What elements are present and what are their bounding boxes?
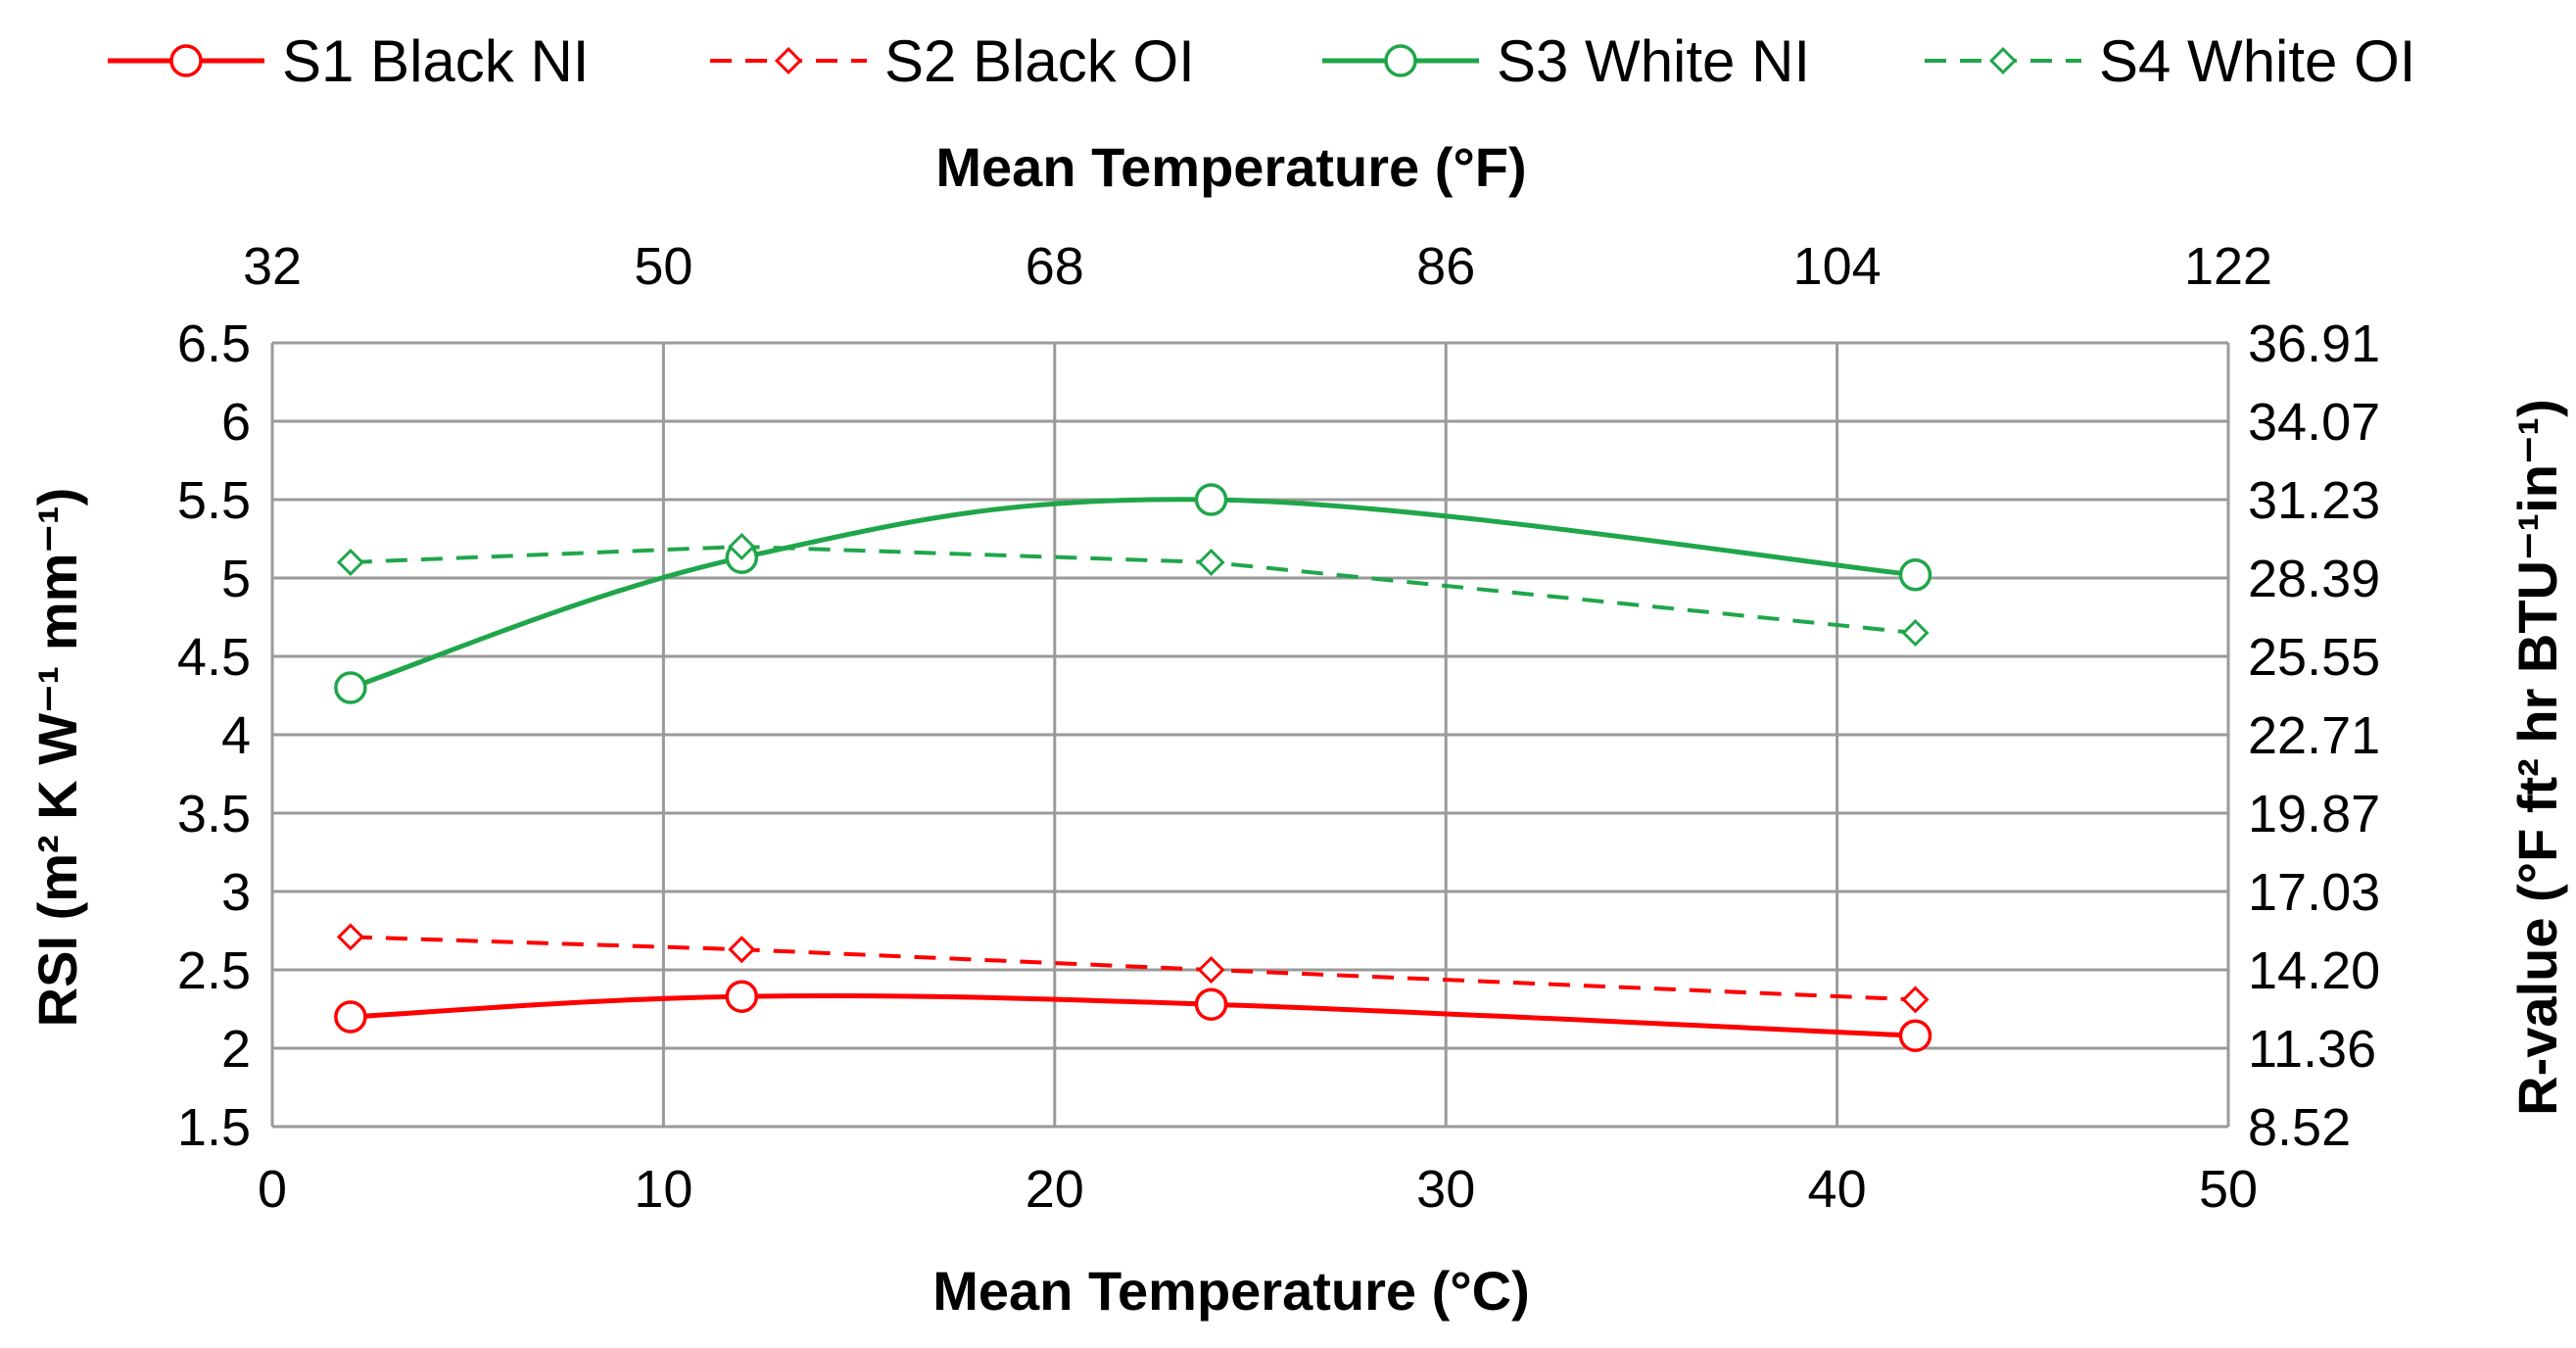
- y-tick-label: 4: [221, 706, 251, 765]
- series-s3-white-ni: [334, 483, 1932, 704]
- y-tick-label: 2.5: [177, 941, 251, 1000]
- y2-tick-label: 28.39: [2248, 550, 2380, 608]
- y-tick-label: 2: [221, 1020, 251, 1079]
- x-axis-title: Mean Temperature (°C): [932, 1260, 1529, 1322]
- series-line: [350, 935, 1916, 1002]
- series-s1-black-ni: [334, 980, 1932, 1052]
- y2-tick-label: 11.36: [2248, 1020, 2376, 1079]
- legend-label: S2 Black OI: [884, 28, 1195, 94]
- data-point: [1898, 1019, 1932, 1052]
- legend: S1 Black NI S2 Black OI S3 White NI S4 Whit…: [108, 28, 2415, 94]
- data-point: [1197, 548, 1225, 577]
- legend-label: S1 Black NI: [282, 28, 589, 94]
- series-line: [350, 497, 1916, 691]
- legend-item: S1 Black NI: [108, 28, 589, 94]
- y2-tick-label: 17.03: [2248, 863, 2380, 922]
- y-tick-label: 4.5: [177, 628, 251, 687]
- x2-tick-label: 50: [634, 237, 692, 296]
- data-point: [728, 532, 756, 561]
- y2-tick-label: 14.20: [2248, 941, 2380, 1000]
- data-point: [1197, 955, 1225, 985]
- legend-marker: [1384, 44, 1417, 77]
- data-point: [1901, 986, 1930, 1014]
- x-tick-label: 10: [634, 1160, 692, 1219]
- series-s4-white-oi: [336, 532, 1930, 648]
- x2-tick-label: 122: [2184, 237, 2272, 296]
- grid: [270, 341, 2230, 1129]
- series-line: [350, 544, 1916, 635]
- x2-axis-title: Mean Temperature (°F): [935, 136, 1526, 198]
- legend-item: S2 Black OI: [710, 28, 1195, 94]
- legend-marker: [1988, 46, 2018, 75]
- y-axis-title: RSI (m² K W⁻¹ mm⁻¹): [26, 488, 88, 1028]
- series-layer: [334, 483, 1932, 1052]
- y-tick-label: 3.5: [177, 785, 251, 843]
- legend-item: S3 White NI: [1322, 28, 1810, 94]
- x-tick-label: 20: [1026, 1160, 1084, 1219]
- y-tick-label: 5.5: [177, 471, 251, 530]
- legend-marker: [774, 46, 803, 75]
- x2-tick-label: 32: [243, 237, 302, 296]
- y-tick-label: 3: [221, 863, 251, 922]
- data-point: [1194, 483, 1228, 516]
- data-point: [336, 923, 364, 951]
- y2-axis-title: R-value (°F ft² hr BTU⁻¹in⁻¹): [2506, 399, 2568, 1116]
- y-tick-label: 6: [221, 393, 251, 452]
- y2-tick-label: 8.52: [2248, 1098, 2351, 1157]
- y2-tick-label: 25.55: [2248, 628, 2380, 687]
- axes: 1.5 8.52 2 11.36 2.5 14.20 3 17.03 3.5 19.87 4 22.7…: [177, 237, 2380, 1219]
- series-line: [350, 992, 1916, 1038]
- y-tick-label: 1.5: [177, 1098, 251, 1157]
- x2-tick-label: 86: [1416, 237, 1475, 296]
- data-point: [725, 980, 759, 1013]
- data-point: [1901, 618, 1930, 648]
- y-tick-label: 6.5: [177, 314, 251, 373]
- x2-tick-label: 68: [1026, 237, 1084, 296]
- y2-tick-label: 36.91: [2248, 314, 2380, 373]
- series-s2-black-oi: [336, 923, 1930, 1014]
- x-tick-label: 40: [1808, 1160, 1867, 1219]
- data-point: [728, 936, 756, 964]
- legend-label: S4 White OI: [2099, 28, 2415, 94]
- legend-item: S4 White OI: [1925, 28, 2415, 94]
- data-point: [1194, 987, 1228, 1021]
- y2-tick-label: 19.87: [2248, 785, 2380, 843]
- x-tick-label: 0: [258, 1160, 287, 1219]
- y-tick-label: 5: [221, 550, 251, 608]
- x-tick-label: 50: [2199, 1160, 2258, 1219]
- y2-tick-label: 31.23: [2248, 471, 2380, 530]
- data-point: [336, 548, 364, 577]
- data-point: [334, 671, 367, 704]
- x2-tick-label: 104: [1793, 237, 1882, 296]
- legend-marker: [169, 44, 203, 77]
- y2-tick-label: 34.07: [2248, 393, 2380, 452]
- legend-label: S3 White NI: [1497, 28, 1810, 94]
- y2-tick-label: 22.71: [2248, 706, 2380, 765]
- x-tick-label: 30: [1416, 1160, 1475, 1219]
- data-point: [334, 1000, 367, 1034]
- data-point: [1898, 558, 1932, 592]
